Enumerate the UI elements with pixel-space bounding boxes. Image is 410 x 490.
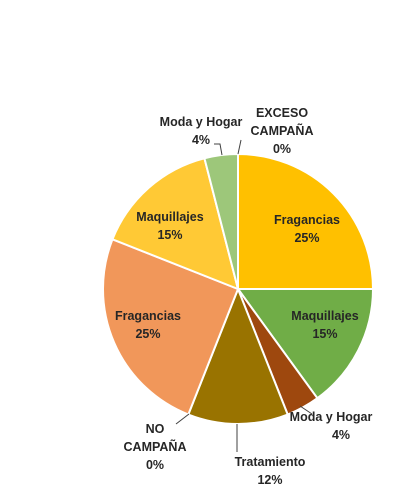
leader-line-moda-y-hogar-7 (214, 143, 223, 156)
pie-slice-moda-y-hogar-7 (203, 152, 239, 290)
data-label-category-no-campana-4-0: NO (146, 422, 165, 436)
data-label-value-moda-y-hogar-7: 4% (192, 133, 210, 147)
data-label-value-moda-y-hogar-2: 4% (332, 428, 350, 442)
data-label-value-fragancias-5: 25% (135, 327, 160, 341)
pie-slice-fragancias-0 (237, 152, 375, 290)
data-label-value-maquillajes-1: 15% (312, 327, 337, 341)
data-label-category-maquillajes-1-0: Maquillajes (291, 309, 358, 323)
data-label-category-fragancias-0-0: Fragancias (274, 213, 340, 227)
leader-lines (175, 139, 313, 452)
data-label-category-moda-y-hogar-7-0: Moda y Hogar (160, 115, 243, 129)
data-label-value-fragancias-0: 25% (294, 231, 319, 245)
data-label-category-maquillajes-6-0: Maquillajes (136, 210, 203, 224)
data-label-value-no-campana-4: 0% (146, 458, 164, 472)
data-label-value-exceso-campana-8: 0% (273, 142, 291, 156)
data-label-category-exceso-campana-8-0: EXCESO (256, 106, 308, 120)
pie-slice-maquillajes-6 (111, 157, 240, 291)
data-labels: Fragancias 25% Maquillajes 15% Moda y Hogar 4… (115, 106, 372, 487)
leader-line-exceso-campana-8 (237, 139, 242, 155)
data-label-category-no-campana-4-1: CAMPAÑA (124, 439, 187, 454)
pie-slice-maquillajes-1 (236, 288, 375, 400)
pie-slices (102, 152, 375, 425)
leader-line-no-campana-4 (175, 413, 190, 425)
data-label-category-exceso-campana-8-1: CAMPAÑA (251, 123, 314, 138)
data-label-category-tratamiento-3-0: Tratamiento (235, 455, 306, 469)
data-label-category-moda-y-hogar-2-0: Moda y Hogar (290, 410, 373, 424)
data-label-value-tratamiento-3: 12% (257, 473, 282, 487)
pie-slice-tratamiento-3 (187, 286, 289, 425)
data-label-value-maquillajes-6: 15% (157, 228, 182, 242)
pie-slice-fragancias-5 (102, 238, 240, 416)
data-label-category-fragancias-5-0: Fragancias (115, 309, 181, 323)
leader-line-moda-y-hogar-2 (299, 405, 313, 415)
